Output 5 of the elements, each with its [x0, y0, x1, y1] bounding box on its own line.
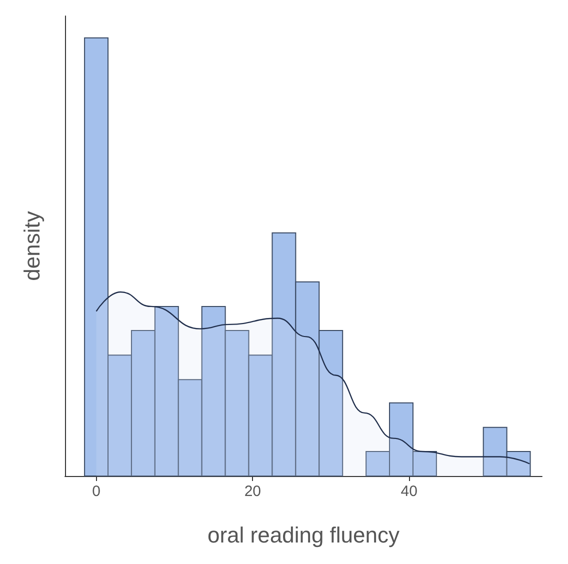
y-axis-title: density — [20, 211, 44, 281]
x-axis-title: oral reading fluency — [207, 522, 400, 548]
x-tick-label: 0 — [92, 483, 100, 500]
x-tick-label: 40 — [400, 483, 418, 500]
x-tick-label: 20 — [244, 483, 262, 500]
